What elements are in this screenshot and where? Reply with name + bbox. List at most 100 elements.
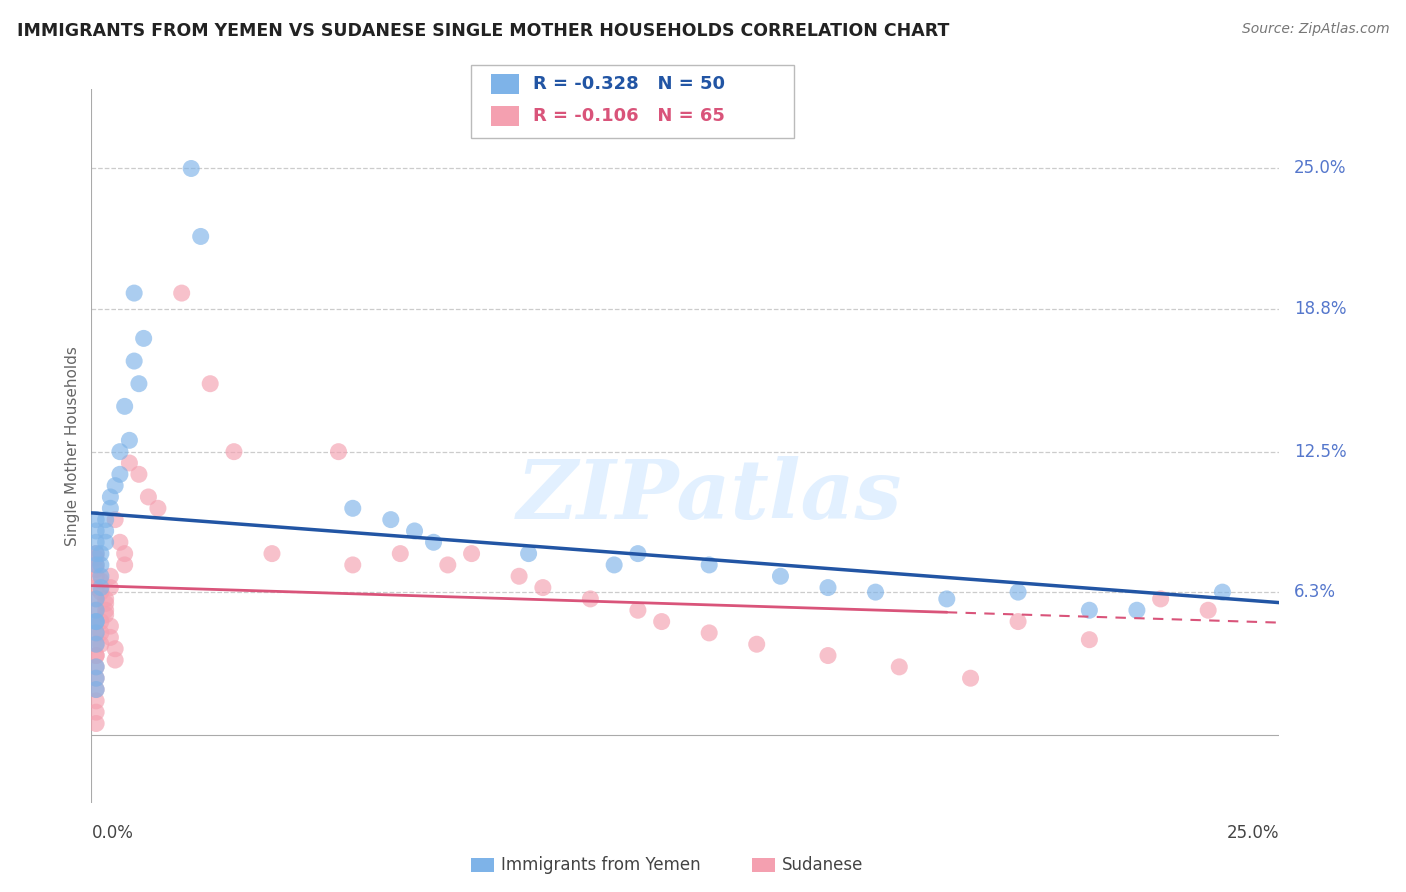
Point: [508, 569, 530, 583]
Point: [745, 637, 768, 651]
Point: [935, 591, 957, 606]
Point: [1078, 603, 1101, 617]
Point: [84, 671, 107, 685]
Point: [94, 597, 117, 611]
Point: [90, 574, 112, 588]
Point: [1078, 632, 1101, 647]
Point: [94, 603, 117, 617]
Point: [769, 569, 792, 583]
Point: [84, 626, 107, 640]
Point: [342, 501, 364, 516]
Point: [84, 705, 107, 719]
Point: [517, 547, 540, 561]
Point: [100, 619, 122, 633]
Point: [889, 660, 911, 674]
Point: [84, 558, 107, 572]
Point: [84, 581, 107, 595]
Point: [1007, 615, 1029, 629]
Point: [100, 581, 122, 595]
Text: 12.5%: 12.5%: [1294, 442, 1347, 460]
Point: [94, 513, 117, 527]
Text: 25.0%: 25.0%: [1294, 160, 1346, 178]
Point: [84, 660, 107, 674]
Point: [84, 513, 107, 527]
Point: [118, 456, 141, 470]
Point: [84, 603, 107, 617]
Point: [100, 490, 122, 504]
Point: [817, 648, 839, 663]
Point: [90, 569, 112, 583]
Point: [84, 591, 107, 606]
Point: [436, 558, 458, 572]
Point: [84, 535, 107, 549]
Point: [1007, 585, 1029, 599]
Point: [90, 581, 112, 595]
Point: [114, 558, 136, 572]
Point: [84, 524, 107, 538]
Text: 25.0%: 25.0%: [1227, 824, 1279, 842]
Text: 6.3%: 6.3%: [1294, 583, 1336, 601]
Point: [84, 626, 107, 640]
Point: [170, 286, 193, 301]
Text: 0.0%: 0.0%: [91, 824, 134, 842]
Point: [84, 682, 107, 697]
Point: [1211, 585, 1233, 599]
Point: [104, 641, 127, 656]
Point: [865, 585, 887, 599]
Point: [108, 467, 131, 482]
Y-axis label: Single Mother Households: Single Mother Households: [65, 346, 80, 546]
Point: [603, 558, 626, 572]
Point: [222, 444, 245, 458]
Point: [260, 547, 283, 561]
Point: [84, 591, 107, 606]
Point: [84, 671, 107, 685]
Point: [190, 229, 212, 244]
Point: [180, 161, 202, 176]
Point: [84, 716, 107, 731]
Point: [422, 535, 444, 549]
Point: [84, 615, 107, 629]
Point: [627, 547, 650, 561]
Point: [108, 444, 131, 458]
Point: [959, 671, 981, 685]
Point: [132, 331, 155, 345]
Point: [84, 547, 107, 561]
Point: [104, 478, 127, 492]
Point: [817, 581, 839, 595]
Point: [84, 547, 107, 561]
Point: [84, 558, 107, 572]
Point: [84, 637, 107, 651]
Point: [138, 490, 160, 504]
Point: [100, 631, 122, 645]
Point: [94, 535, 117, 549]
Point: [328, 444, 350, 458]
Point: [380, 513, 402, 527]
Point: [84, 682, 107, 697]
Text: ZIPatlas: ZIPatlas: [516, 456, 901, 536]
Point: [114, 400, 136, 414]
Point: [627, 603, 650, 617]
Point: [114, 547, 136, 561]
Point: [94, 524, 117, 538]
Point: [84, 648, 107, 663]
Point: [90, 626, 112, 640]
Point: [100, 501, 122, 516]
Point: [100, 569, 122, 583]
Point: [128, 467, 150, 482]
Point: [84, 551, 107, 566]
Point: [1149, 591, 1171, 606]
Point: [94, 591, 117, 606]
Point: [90, 558, 112, 572]
Point: [122, 354, 145, 368]
Point: [84, 660, 107, 674]
Point: [531, 581, 554, 595]
Point: [1126, 603, 1149, 617]
Point: [651, 615, 673, 629]
Point: [84, 694, 107, 708]
Point: [104, 653, 127, 667]
Text: IMMIGRANTS FROM YEMEN VS SUDANESE SINGLE MOTHER HOUSEHOLDS CORRELATION CHART: IMMIGRANTS FROM YEMEN VS SUDANESE SINGLE…: [17, 22, 949, 40]
Point: [1197, 603, 1219, 617]
Point: [84, 603, 107, 617]
Point: [90, 615, 112, 629]
Point: [104, 513, 127, 527]
